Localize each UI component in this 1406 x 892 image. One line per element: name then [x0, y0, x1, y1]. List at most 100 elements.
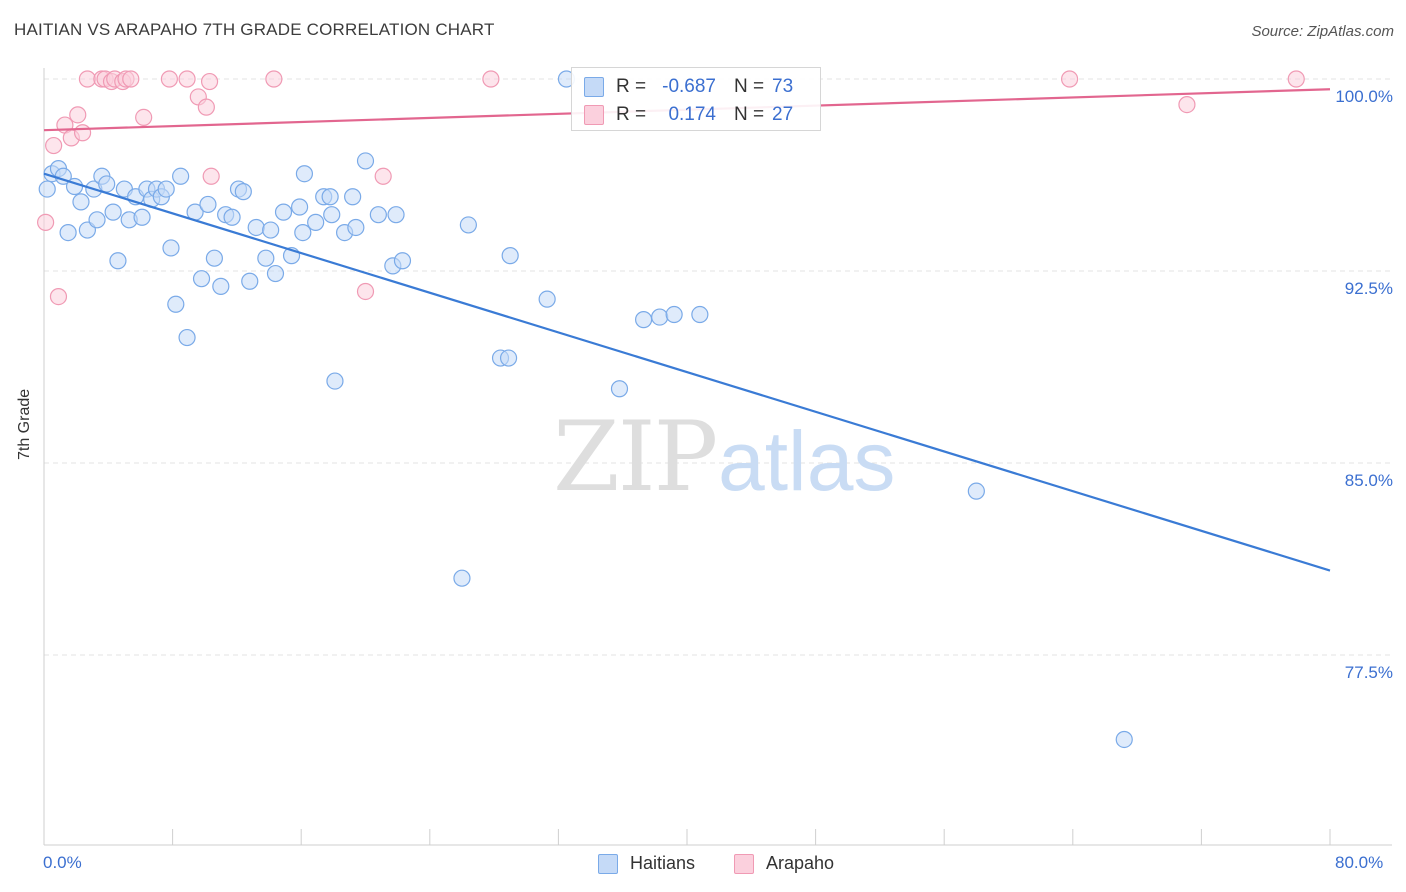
r-label: R =: [616, 76, 647, 97]
data-point: [212, 277, 230, 295]
data-point: [37, 213, 55, 231]
series-haitians-points: [38, 70, 1133, 749]
data-point: [49, 288, 68, 306]
data-point: [162, 239, 180, 257]
data-point: [172, 167, 190, 185]
data-point: [109, 252, 127, 270]
data-point: [205, 249, 223, 267]
data-point: [374, 167, 392, 185]
data-points: [37, 70, 1305, 749]
data-point: [967, 482, 985, 500]
r-value: -0.687: [662, 76, 716, 97]
y-axis-label: 7th Grade: [16, 388, 33, 460]
data-point: [265, 70, 283, 88]
axes: [43, 68, 1392, 846]
data-point: [1115, 730, 1133, 749]
haitians-legend-swatch: [598, 854, 618, 874]
data-point: [197, 98, 215, 116]
data-point: [59, 224, 77, 242]
chart-title: HAITIAN VS ARAPAHO 7TH GRADE CORRELATION…: [14, 20, 495, 39]
watermark-atlas: atlas: [718, 414, 895, 508]
data-point: [538, 290, 556, 308]
data-point: [453, 569, 471, 587]
data-point: [73, 124, 92, 142]
data-point: [257, 249, 275, 267]
data-point: [133, 208, 151, 226]
data-point: [369, 206, 387, 224]
data-point: [356, 152, 375, 170]
watermark-zip: ZIP: [553, 401, 716, 513]
data-point: [1060, 70, 1079, 88]
r-value: 0.174: [668, 104, 716, 125]
x-tick-label-min: 0.0%: [43, 853, 82, 872]
x-tick-label-max: 80.0%: [1335, 853, 1384, 872]
data-point: [157, 180, 175, 198]
data-point: [610, 380, 629, 398]
data-point: [266, 264, 285, 283]
arapaho-swatch: [584, 105, 604, 125]
data-point: [122, 70, 140, 88]
correlation-stats-box: R = -0.687 N = 73 R = 0.174 N = 27: [571, 67, 821, 131]
data-point: [274, 203, 293, 221]
source-label: Source: ZipAtlas.com: [1251, 23, 1394, 40]
stats-row-haitians: R = -0.687 N = 73: [572, 74, 820, 100]
y-tick-label: 100.0%: [1335, 87, 1393, 106]
trend-line-haitians: [43, 172, 1331, 572]
watermark: ZIP atlas: [553, 401, 895, 513]
data-point: [691, 305, 709, 324]
data-point: [135, 108, 153, 127]
data-point: [45, 136, 63, 155]
data-point: [98, 175, 116, 193]
data-point: [200, 72, 219, 91]
arapaho-legend-swatch: [734, 854, 754, 874]
data-point: [294, 224, 312, 242]
data-point: [651, 308, 669, 326]
n-value: 27: [772, 104, 794, 125]
data-point: [347, 218, 365, 237]
data-point: [290, 198, 309, 216]
data-point: [192, 270, 211, 288]
data-point: [178, 70, 196, 88]
data-point: [167, 295, 185, 313]
data-point: [223, 208, 241, 226]
data-point: [69, 106, 87, 124]
data-point: [1287, 70, 1305, 88]
data-point: [307, 213, 325, 231]
data-point: [499, 349, 518, 367]
data-point: [344, 188, 362, 206]
data-point: [323, 206, 341, 224]
legend-label-arapaho: Arapaho: [766, 853, 835, 873]
grid-lines: [44, 78, 1392, 656]
data-point: [387, 206, 405, 224]
haitians-swatch: [584, 77, 604, 97]
data-point: [38, 180, 56, 198]
data-point: [160, 70, 178, 88]
data-point: [665, 305, 683, 324]
n-label: N =: [734, 104, 765, 125]
data-point: [326, 372, 344, 390]
data-point: [247, 218, 265, 237]
n-value: 73: [772, 76, 794, 97]
data-point: [199, 195, 217, 214]
data-point: [104, 203, 122, 221]
data-point: [234, 183, 252, 201]
legend-label-haitians: Haitians: [630, 853, 696, 873]
r-label: R =: [616, 104, 647, 125]
data-point: [459, 216, 477, 234]
data-point: [202, 167, 220, 185]
data-point: [178, 328, 196, 347]
data-point: [72, 193, 90, 211]
y-tick-label: 85.0%: [1344, 471, 1393, 490]
stats-row-arapaho: R = 0.174 N = 27: [572, 102, 820, 128]
y-tick-label: 77.5%: [1344, 663, 1393, 682]
data-point: [482, 70, 500, 88]
data-point: [262, 221, 280, 239]
y-tick-label: 92.5%: [1344, 279, 1393, 298]
data-point: [501, 247, 519, 265]
data-point: [356, 282, 375, 301]
n-label: N =: [734, 76, 765, 97]
series-arapaho-points: [37, 70, 1305, 306]
data-point: [295, 165, 314, 183]
data-point: [241, 272, 259, 290]
